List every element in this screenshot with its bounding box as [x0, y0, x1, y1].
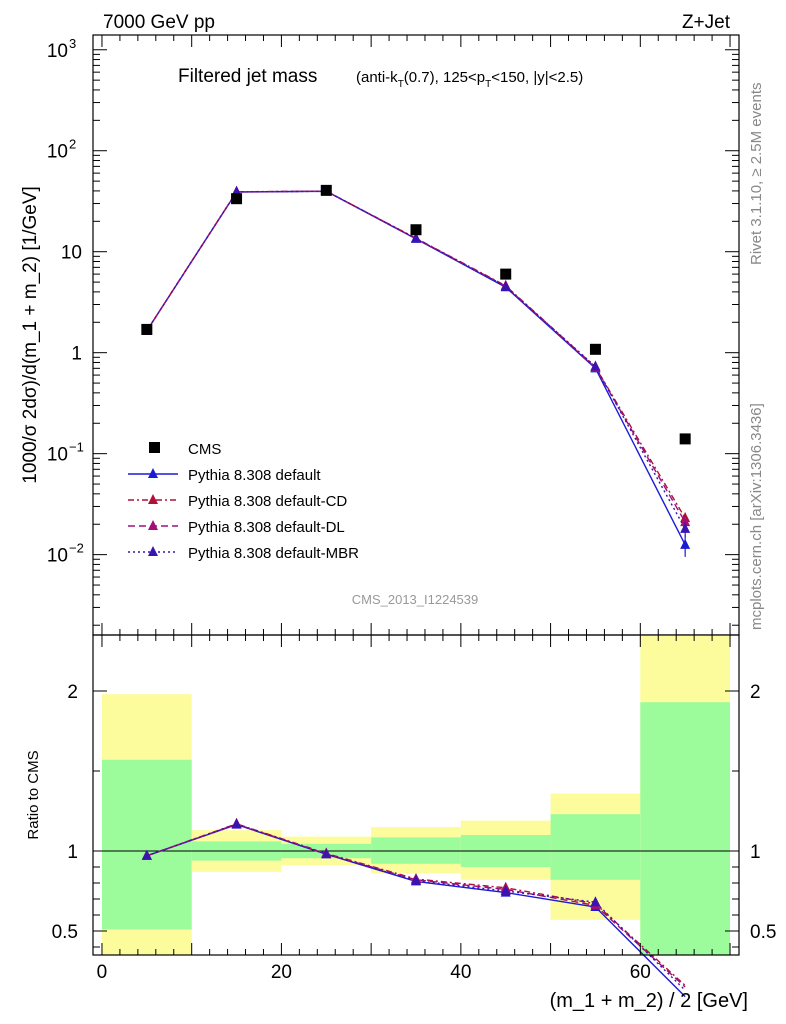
cms-data-point [141, 323, 153, 335]
analysis-watermark: CMS_2013_I1224539 [352, 592, 479, 607]
ratio-y-tick-label: 1 [67, 842, 78, 863]
cms-data-point [410, 224, 422, 236]
main-series-line [146, 190, 686, 546]
main-y-tick-label: 10 [61, 243, 82, 264]
main-y-tick-label: 1 [71, 344, 82, 365]
main-y-tick-exponent: 2 [69, 137, 76, 152]
ratio-y-axis-label: Ratio to CMS [25, 750, 42, 839]
main-y-tick-label: 10 [47, 142, 68, 163]
legend-marker [148, 520, 158, 530]
legend-label: Pythia 8.308 default-DL [188, 519, 345, 536]
legend-label: Pythia 8.308 default-CD [188, 493, 347, 510]
ratio-triangle-marker [321, 848, 332, 859]
ratio-panel: 0.5 0.51 12 20 20 40 60 Ratio to CMS (m_1 + m_… [25, 634, 776, 1012]
main-triangle-marker [680, 538, 691, 549]
energy-label: 7000 GeV pp [103, 12, 215, 33]
cms-data-point [589, 343, 601, 355]
legend-label: CMS [188, 441, 221, 458]
cms-data-point [500, 268, 512, 280]
legend-marker [148, 546, 158, 556]
main-y-tick-exponent: −1 [69, 440, 84, 455]
main-y-tick-exponent: 3 [69, 36, 76, 51]
ratio-y-tick-label: 0.5 [52, 922, 78, 943]
legend: CMS Pythia 8.308 default Pythia 8.308 defa… [128, 441, 359, 562]
main-triangle-marker [500, 280, 511, 291]
ratio-triangle-marker [500, 885, 511, 895]
main-y-tick-label: 10 [47, 41, 68, 62]
ratio-inner-band [640, 702, 731, 955]
main-triangle-marker [680, 516, 691, 527]
ratio-triangle-marker [590, 896, 601, 907]
ratio-y-tick-label: 2 [67, 682, 78, 703]
main-y-tick-label: 10 [47, 546, 68, 567]
main-title: Filtered jet mass [178, 66, 317, 87]
legend-cms-marker [149, 442, 160, 453]
ratio-triangle-marker [141, 849, 152, 860]
main-triangle-marker [590, 360, 601, 371]
cms-data-point [231, 193, 243, 205]
x-tick-label: 40 [450, 962, 471, 983]
main-subtitle: (anti-kT(0.7), 125<pT<150, |y|<2.5) [356, 69, 583, 90]
main-y-tick-exponent: −2 [69, 541, 84, 556]
legend-label: Pythia 8.308 default [188, 467, 321, 484]
ratio-inner-band [550, 814, 641, 880]
rivet-version-label: Rivet 3.1.10, ≥ 2.5M events [748, 83, 765, 266]
ratio-frame [92, 634, 740, 956]
main-y-tick-label: 10 [47, 445, 68, 466]
ratio-triangle-marker [231, 818, 242, 829]
ratio-y-tick-label-right: 0.5 [750, 922, 776, 943]
legend-label: Pythia 8.308 default-MBR [188, 545, 359, 562]
main-y-axis-label: 1000/σ 2dσ)/d(m_1 + m_2) [1/GeV] [20, 186, 41, 484]
legend-marker [148, 468, 158, 478]
ratio-triangle-marker [411, 874, 421, 885]
cms-data-point [320, 184, 332, 196]
ratio-y-tick-label-right: 2 [750, 682, 761, 703]
x-axis-label: (m_1 + m_2) / 2 [GeV] [550, 990, 748, 1012]
legend-marker [148, 494, 158, 504]
main-triangle-marker [411, 232, 421, 243]
process-label: Z+Jet [682, 12, 731, 33]
main-triangle-marker [680, 522, 691, 533]
x-tick-label: 60 [630, 962, 651, 983]
mcplots-label: mcplots.cern.ch [arXiv:1306.3436] [748, 403, 765, 630]
ratio-y-tick-label-right: 1 [750, 842, 761, 863]
x-tick-label: 0 [97, 962, 108, 983]
cms-data-point [679, 433, 691, 445]
x-tick-label: 20 [271, 962, 292, 983]
